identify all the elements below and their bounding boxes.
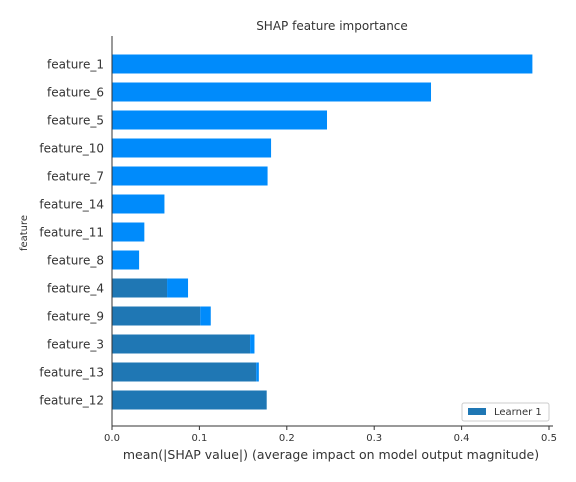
y-axis-label: feature: [19, 215, 30, 251]
legend-label: Learner 1: [494, 407, 542, 418]
y-tick-label: feature_11: [39, 226, 104, 240]
x-tick-label: 0.2: [279, 433, 295, 444]
y-tick-label: feature_12: [39, 394, 104, 408]
x-tick-label: 0.5: [541, 433, 557, 444]
x-tick-label: 0.4: [454, 433, 470, 444]
bar-feature_1-series-2: [112, 54, 533, 74]
chart-title: SHAP feature importance: [256, 19, 408, 33]
y-tick-label: feature_13: [39, 366, 104, 380]
x-tick-label: 0.0: [104, 433, 120, 444]
bar-feature_10-series-2: [112, 138, 272, 158]
legend-box: [461, 402, 550, 422]
y-tick-label: feature_7: [47, 170, 104, 184]
y-tick-label: feature_9: [47, 310, 104, 324]
bar-feature_8-series-2: [112, 250, 140, 270]
y-tick-label: feature_3: [47, 338, 104, 352]
y-tick-label: feature_14: [39, 198, 104, 212]
legend: Learner 1: [461, 402, 550, 422]
bar-feature_9-series-2: [200, 306, 211, 326]
y-tick-label: feature_5: [47, 114, 104, 128]
bar-feature_6-series-2: [112, 82, 432, 102]
legend-swatch: [468, 408, 486, 415]
y-tick-label: feature_1: [47, 58, 104, 72]
bar-feature_3-series-1: [112, 334, 251, 354]
x-axis: 0.0 0.1 0.2 0.3 0.4 0.5: [104, 425, 557, 444]
y-tick-label: feature_10: [39, 142, 104, 156]
bar-feature_13-series-2: [256, 362, 259, 382]
y-tick-label: feature_4: [47, 282, 104, 296]
x-tick-label: 0.3: [366, 433, 382, 444]
bar-feature_7-series-2: [112, 166, 268, 186]
x-tick-label: 0.1: [191, 433, 207, 444]
y-tick-labels: feature_1 feature_6 feature_5 feature_10fea…: [39, 58, 104, 408]
bar-feature_4-series-1: [112, 278, 168, 298]
bar-feature_4-series-2: [167, 278, 189, 298]
bar-feature_11-series-2: [112, 222, 145, 242]
bars-group: [112, 54, 533, 410]
bar-feature_5-series-2: [112, 110, 328, 130]
bar-feature_13-series-1: [112, 362, 257, 382]
y-tick-label: feature_6: [47, 86, 104, 100]
bar-feature_9-series-1: [112, 306, 201, 326]
y-tick-label: feature_8: [47, 254, 104, 268]
bar-feature_12-series-1: [112, 390, 267, 410]
bar-feature_14-series-2: [112, 194, 165, 214]
x-axis-label: mean(|SHAP value|) (average impact on mo…: [123, 447, 539, 462]
bar-feature_3-series-2: [250, 334, 255, 354]
